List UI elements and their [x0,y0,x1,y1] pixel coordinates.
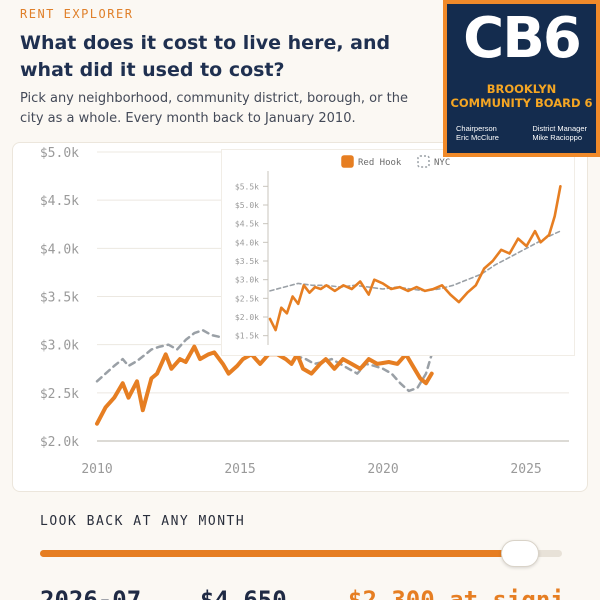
logo-manager-name: Mike Racioppo [532,133,582,142]
logo-name-line2: COMMUNITY BOARD 6 [450,96,593,110]
inset-legend-swatch[interactable] [341,155,354,168]
inset-legend-swatch[interactable] [417,155,430,168]
logo-manager-role: District Manager [532,124,587,133]
logo-manager: District Manager Mike Racioppo [532,124,587,142]
month-slider[interactable] [40,540,562,568]
main-y-tick-label: $5.0k [40,146,79,161]
slider-fill [40,550,521,557]
page-subtitle: Pick any neighborhood, community distric… [20,91,408,126]
main-y-tick-label: $4.0k [40,242,79,257]
kicker: RENT EXPLORER [20,7,134,21]
inset-y-tick-label: $4.5k [235,220,259,229]
inset-y-tick-label: $1.5k [235,332,259,341]
logo-chair-name: Eric McClure [456,133,499,142]
inset-y-tick-label: $2.5k [235,294,259,303]
logo-name: BROOKLYN COMMUNITY BOARD 6 [447,82,596,110]
cb6-logo: CB6 BROOKLYN COMMUNITY BOARD 6 Chairpers… [443,0,600,157]
main-y-tick-label: $3.5k [40,291,79,306]
logo-name-line1: BROOKLYN [486,82,557,96]
main-x-tick-label: 2020 [367,462,398,477]
inset-legend-label[interactable]: Red Hook [358,158,402,168]
lookback-label: LOOK BACK AT ANY MONTH [40,514,246,529]
logo-chair-role: Chairperson [456,124,497,133]
inset-chart-panel: $1.5k $2.0k $2.5k $3.0k $3.5k $4.0k $4.5k $5.0k… [222,150,574,355]
main-x-tick-label: 2010 [81,462,112,477]
inset-rent-chart: $1.5k $2.0k $2.5k $3.0k $3.5k $4.0k $4.5k $5.0k… [235,155,562,345]
main-y-tick-label: $2.0k [40,435,79,450]
main-x-tick-label: 2015 [224,462,255,477]
inset-series-line [269,230,562,292]
inset-series-line [268,185,562,332]
logo-chair: Chairperson Eric McClure [456,124,499,142]
main-y-tick-label: $3.0k [40,339,79,354]
logo-panel: CB6 BROOKLYN COMMUNITY BOARD 6 Chairpers… [447,4,596,153]
inset-y-tick-label: $3.0k [235,276,259,285]
slider-thumb[interactable] [501,540,540,567]
main-series-line [95,328,433,393]
readout-price: $4,650 [200,586,287,600]
logo-mark: CB6 [463,6,582,71]
readout-month: 2026-07 [40,586,142,600]
inset-y-tick-label: $4.0k [235,238,259,247]
main-x-tick-label: 2025 [510,462,541,477]
readout-change: $2,300 at signi [348,586,565,600]
main-y-tick-label: $4.5k [40,194,79,209]
inset-y-tick-label: $5.0k [235,201,259,210]
inset-y-tick-label: $2.0k [235,313,259,322]
main-series-line [95,344,434,426]
inset-y-tick-label: $3.5k [235,257,259,266]
inset-y-tick-label: $5.5k [235,182,259,191]
page-title: What does it cost to live here, and what… [20,32,391,81]
inset-legend-label[interactable]: NYC [434,158,450,168]
main-y-tick-label: $2.5k [40,387,79,402]
